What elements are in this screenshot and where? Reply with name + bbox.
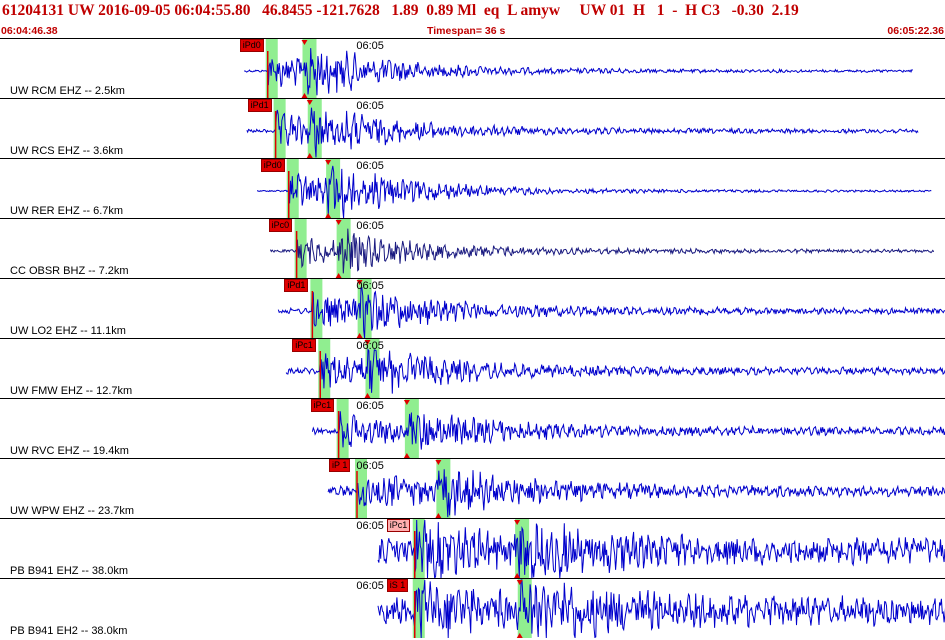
time-tick-label: 06:05 bbox=[356, 340, 384, 352]
station-label: PB B941 EH2 -- 38.0km bbox=[10, 625, 128, 637]
trace-canvas bbox=[377, 519, 945, 578]
trace-panel[interactable]: 06:05 iPc1 UW RVC EHZ -- 19.4km bbox=[0, 398, 945, 458]
s-pick-marker[interactable] bbox=[403, 400, 410, 405]
s-pick-marker[interactable] bbox=[364, 340, 371, 345]
trace-panel[interactable]: 06:05 iPd1 UW RCS EHZ -- 3.6km bbox=[0, 98, 945, 158]
s-pick-marker[interactable] bbox=[325, 160, 332, 165]
trace-panel[interactable]: 06:05 iS 1 PB B941 EH2 -- 38.0km bbox=[0, 578, 945, 638]
s-pick-marker[interactable] bbox=[306, 153, 313, 158]
waveform-trace bbox=[311, 411, 945, 450]
waveform-trace bbox=[377, 519, 945, 578]
trace-panel[interactable]: 06:05 iP 1 UW WPW EHZ -- 23.7km bbox=[0, 458, 945, 518]
station-label: UW FMW EHZ -- 12.7km bbox=[10, 385, 133, 397]
pick-window bbox=[326, 159, 341, 218]
time-tick-label: 06:05 bbox=[356, 580, 384, 592]
s-pick-marker[interactable] bbox=[435, 460, 442, 465]
pick-tag[interactable]: iPc1 bbox=[310, 399, 335, 412]
s-pick-marker[interactable] bbox=[356, 333, 363, 338]
s-pick-marker[interactable] bbox=[325, 213, 332, 218]
s-pick-marker[interactable] bbox=[301, 40, 308, 45]
trace-canvas bbox=[327, 459, 945, 518]
pick-tag[interactable]: iPd1 bbox=[247, 99, 272, 112]
event-header: 61204131 UW 2016-09-05 06:04:55.80 46.84… bbox=[0, 0, 945, 38]
start-time: 06:04:46.38 bbox=[1, 25, 58, 37]
time-tick-label: 06:05 bbox=[356, 460, 384, 472]
trace-canvas bbox=[246, 99, 919, 158]
trace-panel[interactable]: 06:05 iPd1 UW LO2 EHZ -- 11.1km bbox=[0, 278, 945, 338]
s-pick-marker[interactable] bbox=[356, 280, 363, 285]
s-pick-marker[interactable] bbox=[364, 393, 371, 398]
trace-canvas bbox=[277, 279, 945, 338]
seismogram-panels[interactable]: 06:05 iPd0 UW RCM EHZ -- 2.5km 06:05 iPd1 UW … bbox=[0, 38, 945, 640]
s-pick-marker[interactable] bbox=[403, 453, 410, 458]
timespan-label: Timespan= 36 s bbox=[427, 25, 506, 37]
pick-tag[interactable]: iP 1 bbox=[329, 459, 351, 472]
trace-canvas bbox=[377, 579, 945, 638]
pick-tag[interactable]: iPd0 bbox=[260, 159, 285, 172]
trace-panel[interactable]: 06:05 iPd0 UW RCM EHZ -- 2.5km bbox=[0, 38, 945, 98]
pick-tag[interactable]: iPc1 bbox=[292, 339, 316, 352]
trace-panel[interactable]: 06:05 iPc1 PB B941 EHZ -- 38.0km bbox=[0, 518, 945, 578]
trace-canvas bbox=[285, 339, 945, 398]
time-tick-label: 06:05 bbox=[356, 160, 384, 172]
s-pick-marker[interactable] bbox=[516, 633, 523, 638]
trace-canvas bbox=[311, 399, 945, 458]
waveform-trace bbox=[243, 48, 913, 96]
s-pick-marker[interactable] bbox=[435, 513, 442, 518]
trace-canvas bbox=[269, 219, 935, 278]
waveform-trace bbox=[246, 107, 919, 158]
trace-canvas bbox=[256, 159, 932, 218]
station-label: UW RCM EHZ -- 2.5km bbox=[10, 85, 125, 97]
s-pick-marker[interactable] bbox=[306, 100, 313, 105]
pick-tag[interactable]: iS 1 bbox=[386, 579, 409, 592]
time-tick-label: 06:05 bbox=[356, 280, 384, 292]
time-tick-label: 06:05 bbox=[356, 40, 384, 52]
pick-tag[interactable]: iPd1 bbox=[284, 279, 309, 292]
station-label: UW LO2 EHZ -- 11.1km bbox=[10, 325, 126, 337]
station-label: UW RCS EHZ -- 3.6km bbox=[10, 145, 124, 157]
trace-canvas bbox=[243, 39, 913, 98]
time-tick-label: 06:05 bbox=[356, 100, 384, 112]
waveform-trace bbox=[285, 348, 945, 394]
time-tick-label: 06:05 bbox=[356, 400, 384, 412]
s-pick-marker[interactable] bbox=[335, 220, 342, 225]
pick-window bbox=[302, 39, 317, 98]
pick-window bbox=[336, 219, 351, 278]
station-label: PB B941 EHZ -- 38.0km bbox=[10, 565, 128, 577]
event-title: 61204131 UW 2016-09-05 06:04:55.80 46.84… bbox=[2, 2, 799, 19]
pick-tag[interactable]: iPc1 bbox=[386, 519, 411, 532]
waveform-trace bbox=[256, 165, 932, 218]
trace-panel[interactable]: 06:05 iPc1 UW FMW EHZ -- 12.7km bbox=[0, 338, 945, 398]
time-tick-label: 06:05 bbox=[356, 220, 384, 232]
station-label: UW WPW EHZ -- 23.7km bbox=[10, 505, 135, 517]
s-pick-marker[interactable] bbox=[516, 580, 523, 585]
station-label: UW RVC EHZ -- 19.4km bbox=[10, 445, 129, 457]
pick-tag[interactable]: iPd0 bbox=[239, 39, 264, 52]
waveform-trace bbox=[377, 579, 945, 638]
end-time: 06:05:22.36 bbox=[887, 25, 944, 37]
trace-panel[interactable]: 06:05 iPc0 CC OBSR BHZ -- 7.2km bbox=[0, 218, 945, 278]
time-tick-label: 06:05 bbox=[356, 520, 384, 532]
trace-panel[interactable]: 06:05 iPd0 UW RER EHZ -- 6.7km bbox=[0, 158, 945, 218]
s-pick-marker[interactable] bbox=[335, 273, 342, 278]
waveform-trace bbox=[327, 469, 945, 518]
station-label: UW RER EHZ -- 6.7km bbox=[10, 205, 124, 217]
s-pick-marker[interactable] bbox=[514, 520, 521, 525]
waveform-trace bbox=[269, 228, 935, 274]
pick-tag[interactable]: iPc0 bbox=[268, 219, 293, 232]
waveform-trace bbox=[277, 286, 945, 338]
station-label: CC OBSR BHZ -- 7.2km bbox=[10, 265, 129, 277]
s-pick-marker[interactable] bbox=[301, 93, 308, 98]
s-pick-marker[interactable] bbox=[514, 573, 521, 578]
